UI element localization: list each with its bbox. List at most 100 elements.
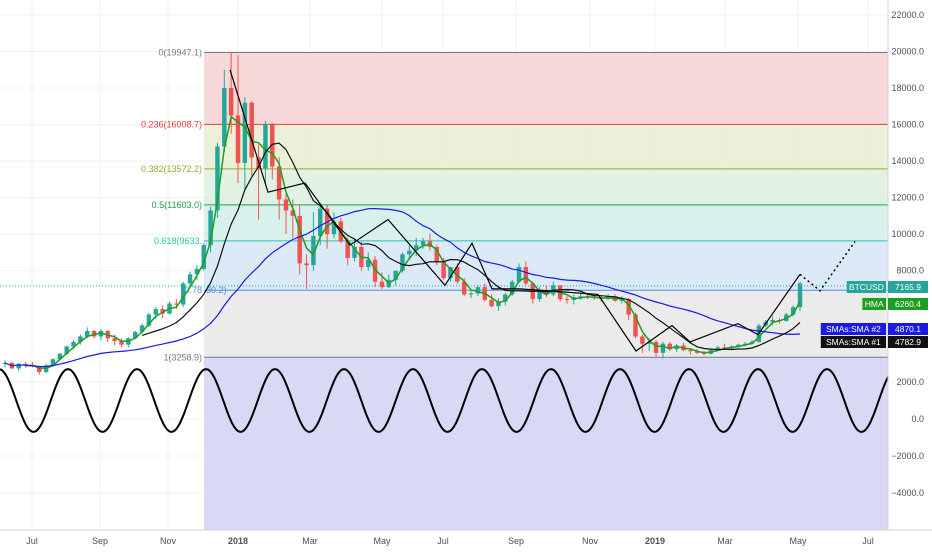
x-tick-label: Jul <box>26 536 38 546</box>
price-label-name: SMAs:SMA #2 <box>826 324 881 334</box>
price-label-name: HMA <box>865 299 884 309</box>
y-tick-label: 12000.0 <box>891 193 924 203</box>
candle-body <box>523 267 529 284</box>
candle-body <box>578 296 583 298</box>
price-label-name-bg <box>846 281 886 293</box>
candle-body <box>98 330 104 337</box>
fib-level-label: 0.78 <box>184 285 202 295</box>
candle-body <box>78 336 83 342</box>
fib-zone <box>204 240 888 291</box>
price-label-value: 7165.9 <box>895 282 921 292</box>
candle-body <box>57 353 63 360</box>
price-label-tag: SMAs:SMA #1 4782.9 <box>820 336 928 348</box>
candle-body <box>653 341 659 353</box>
candle-body <box>201 245 206 269</box>
candle-body <box>393 270 398 280</box>
price-label-name-bg <box>820 323 886 335</box>
candle-body <box>667 343 673 350</box>
candle-body <box>64 346 69 354</box>
candle-body <box>468 293 474 295</box>
price-label-value: 4782.9 <box>895 337 921 347</box>
y-tick-label: 20000.0 <box>891 47 924 57</box>
x-tick-label: May <box>373 536 391 546</box>
candle-body <box>304 263 309 266</box>
candle-body <box>736 344 741 347</box>
candle-body <box>222 88 227 147</box>
candle-body <box>160 309 165 314</box>
candle-body <box>790 307 796 315</box>
candle-body <box>235 115 241 163</box>
candle-body <box>564 298 570 300</box>
candle-body <box>263 124 268 169</box>
x-tick-label: 2019 <box>645 536 665 546</box>
y-tick-label: −4000.0 <box>891 488 924 498</box>
y-tick-label: 14000.0 <box>891 156 924 166</box>
fib-level-label: 0(19947.1) <box>158 47 202 57</box>
candle-body <box>132 331 138 339</box>
price-label-name: BTCUSD <box>849 282 884 292</box>
fib-zone <box>204 168 888 205</box>
candle-body <box>174 303 179 305</box>
candle-body <box>112 338 117 341</box>
candle-body <box>366 259 371 268</box>
candle-body <box>85 330 90 337</box>
candle-body <box>633 314 638 337</box>
candle-body <box>311 235 316 266</box>
candle-body <box>537 290 542 299</box>
candle-body <box>331 221 337 235</box>
candle-body <box>660 343 666 353</box>
y-tick-label: 22000.0 <box>891 10 924 20</box>
candle-body <box>516 267 522 282</box>
candle-body <box>242 102 248 163</box>
candle-body <box>318 208 323 236</box>
price-label-name-bg <box>820 336 886 348</box>
projection-line <box>799 241 856 292</box>
candle-body <box>50 359 56 366</box>
candle-body <box>194 268 200 275</box>
candle-body <box>91 330 97 337</box>
y-tick-label: 0.0 <box>911 414 924 424</box>
candle-body <box>352 246 357 258</box>
y-tick-label: 2000.0 <box>896 377 924 387</box>
candle-body <box>37 366 42 373</box>
candle-body <box>208 210 213 246</box>
candle-body <box>646 341 652 344</box>
x-tick-label: 2018 <box>228 536 248 546</box>
price-label-value-bg <box>888 298 928 310</box>
fib-level-label: 0.5(11603.0) <box>152 200 202 210</box>
candle-body <box>372 259 378 282</box>
price-label-value-bg <box>888 281 928 293</box>
fib-zone <box>204 52 888 125</box>
candle-body <box>187 274 193 284</box>
candle-body <box>770 319 775 322</box>
x-tick-label: May <box>789 536 807 546</box>
fib-zone <box>204 204 888 241</box>
candle-body <box>180 283 186 305</box>
price-label-value-bg <box>888 336 928 348</box>
x-tick-label: Mar <box>717 536 733 546</box>
candle-body <box>276 166 282 200</box>
candle-body <box>475 287 481 294</box>
x-tick-label: Mar <box>302 536 318 546</box>
candle-body <box>400 254 405 271</box>
candle-body <box>228 88 234 116</box>
candle-body <box>544 290 549 295</box>
candle-body <box>30 365 35 367</box>
candle-body <box>509 281 515 295</box>
fib-zone <box>204 124 888 169</box>
candle-body <box>153 309 159 315</box>
candle-body <box>71 341 76 347</box>
candle-body <box>407 250 412 255</box>
candle-body <box>297 215 302 264</box>
candle-body <box>640 336 645 344</box>
hma-line <box>25 115 801 369</box>
candle-body <box>701 352 707 354</box>
candle-body <box>270 124 275 167</box>
candle-body <box>345 241 350 258</box>
sma2-line <box>4 207 801 368</box>
zigzag-line <box>229 69 801 352</box>
x-tick-label: Nov <box>582 536 599 546</box>
candle-body <box>119 340 124 345</box>
